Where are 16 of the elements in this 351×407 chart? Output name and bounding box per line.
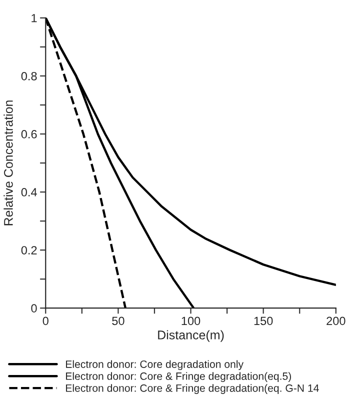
- y-tick-label: 0: [31, 304, 37, 312]
- x-tick-label: 200: [326, 316, 346, 326]
- legend-label: Electron donor: Core & Fringe degradation(eq.5): [66, 372, 291, 382]
- x-axis-title: Distance(m): [158, 330, 224, 342]
- legend-label: Electron donor: Core & Fringe degradation(eq. G-N 14: [66, 384, 319, 394]
- y-tick-label: 0.2: [21, 246, 37, 254]
- y-tick-label: 0.4: [21, 188, 37, 196]
- legend-label: Electron donor: Core degradation only: [66, 360, 244, 370]
- x-tick-label: 50: [112, 316, 124, 326]
- x-tick-label: 150: [254, 316, 273, 326]
- y-tick-label: 0.8: [21, 72, 37, 80]
- y-axis-title: Relative Concentration: [4, 100, 13, 226]
- y-tick-label: 1: [32, 14, 37, 22]
- y-tick-label: 0.6: [21, 130, 37, 138]
- x-tick-label: 100: [182, 316, 200, 326]
- x-tick-label: 0: [42, 316, 48, 326]
